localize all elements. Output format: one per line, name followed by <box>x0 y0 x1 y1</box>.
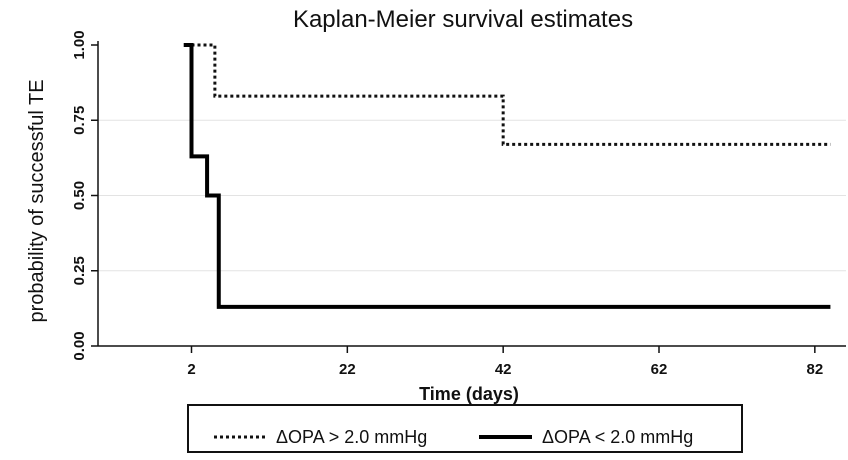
x-tick-label: 62 <box>651 361 668 378</box>
legend-item-2-label: ΔOPA < 2.0 mmHg <box>542 427 693 447</box>
y-tick-label: 0.00 <box>71 331 88 360</box>
y-axis-label: probability of successful TE <box>26 79 48 322</box>
survival-curve-series-2 <box>183 43 831 309</box>
x-tick-label: 22 <box>339 361 356 378</box>
chart-title: Kaplan-Meier survival estimates <box>293 6 633 33</box>
legend-frame <box>187 404 743 453</box>
grid-lines <box>98 119 846 272</box>
tick-layer: 0.000.250.500.751.002 22 42 62 82 <box>71 30 823 378</box>
y-tick-label: 0.50 <box>71 181 88 210</box>
x-tick-label: 82 <box>806 361 823 378</box>
legend-item-1-label: ΔOPA > 2.0 mmHg <box>276 427 427 447</box>
axes <box>91 41 846 353</box>
y-tick-label: 1.00 <box>71 30 88 59</box>
y-tick-label: 0.25 <box>71 256 88 285</box>
x-tick-label: 2 <box>187 361 195 378</box>
survival-curve-series-1 <box>191 43 831 146</box>
legend: ΔOPA > 2.0 mmHg ΔOPA < 2.0 mmHg <box>187 404 743 453</box>
series-layer <box>183 43 831 309</box>
x-tick-label: 42 <box>495 361 512 378</box>
x-axis-label: Time (days) <box>419 384 519 404</box>
y-tick-label: 0.75 <box>71 106 88 135</box>
